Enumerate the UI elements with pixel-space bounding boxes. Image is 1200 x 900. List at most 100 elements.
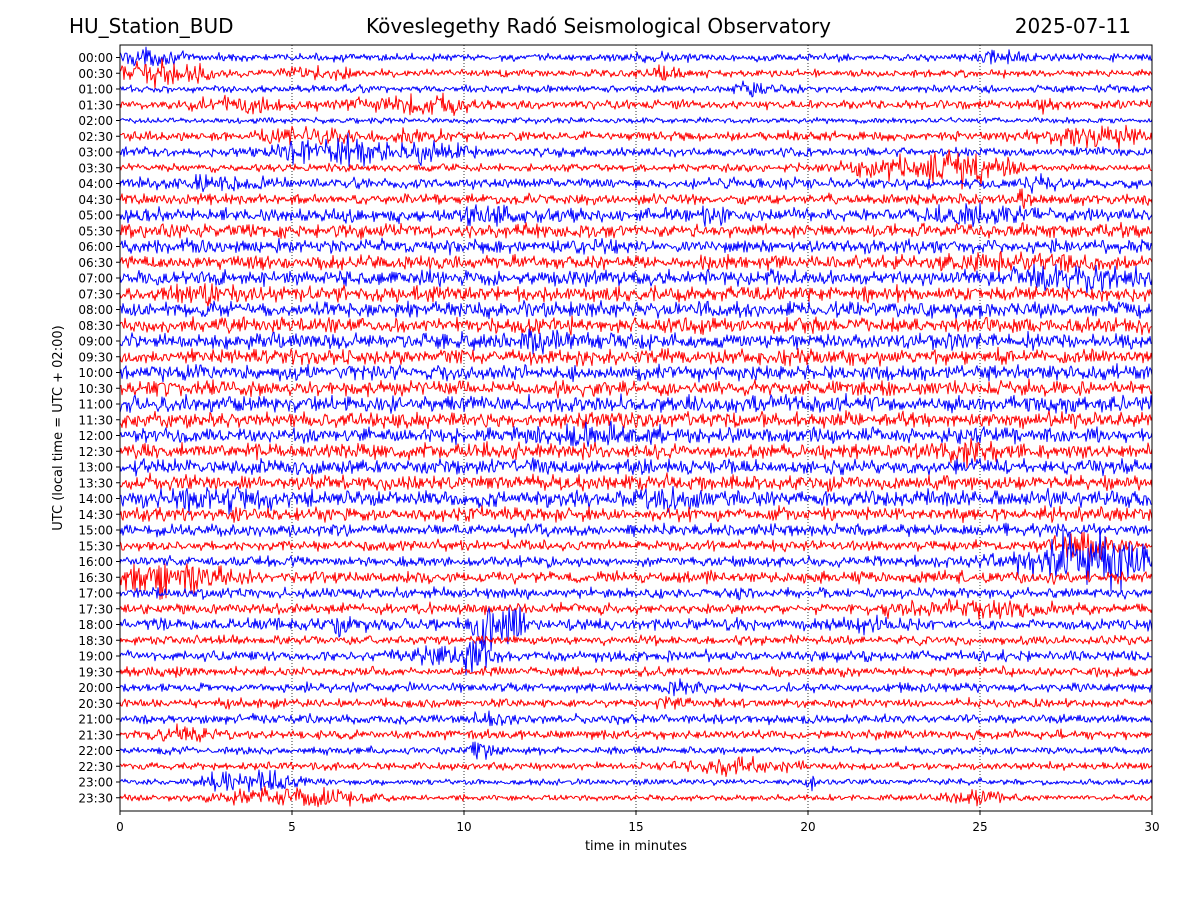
y-tick-label: 14:30 — [78, 508, 113, 522]
trace-2100 — [119, 710, 1153, 727]
y-tick-label: 16:30 — [78, 571, 113, 585]
trace-1730 — [119, 598, 1153, 620]
trace-1100 — [119, 393, 1153, 415]
y-tick-label: 17:00 — [78, 587, 113, 601]
trace-2230 — [119, 755, 1153, 778]
trace-2030 — [119, 695, 1153, 710]
y-tick-label: 14:00 — [78, 492, 113, 506]
trace-1300 — [119, 457, 1153, 477]
trace-0530 — [119, 221, 1153, 240]
x-tick-label: 0 — [116, 820, 124, 834]
trace-2130 — [119, 723, 1153, 743]
trace-0830 — [119, 315, 1153, 336]
y-tick-label: 07:00 — [78, 272, 113, 286]
y-tick-label: 04:30 — [78, 193, 113, 207]
y-tick-label: 10:30 — [78, 382, 113, 396]
trace-2200 — [119, 741, 1153, 760]
y-tick-label: 20:00 — [78, 681, 113, 695]
trace-1630 — [119, 563, 1153, 600]
trace-1430 — [119, 505, 1153, 524]
trace-0030 — [119, 58, 1153, 90]
y-tick-label: 19:30 — [78, 665, 113, 679]
trace-2330 — [119, 785, 1153, 808]
trace-1600 — [119, 526, 1153, 592]
y-tick-label: 06:30 — [78, 256, 113, 270]
x-tick-label: 30 — [1144, 820, 1159, 834]
trace-0330 — [119, 149, 1153, 190]
trace-0730 — [119, 283, 1153, 308]
trace-1700 — [119, 586, 1153, 601]
y-tick-label: 02:30 — [78, 130, 113, 144]
y-tick-label: 02:00 — [78, 114, 113, 128]
observatory-title: Köveslegethy Radó Seismological Observat… — [366, 14, 832, 38]
trace-1500 — [119, 522, 1153, 538]
trace-1230 — [119, 438, 1153, 469]
y-tick-label: 13:30 — [78, 476, 113, 490]
trace-1900 — [119, 640, 1153, 676]
trace-0430 — [119, 188, 1153, 210]
trace-1400 — [119, 486, 1153, 516]
y-tick-label: 23:30 — [78, 791, 113, 805]
trace-1200 — [119, 420, 1153, 447]
trace-2000 — [119, 678, 1153, 697]
x-tick-label: 25 — [972, 820, 987, 834]
y-tick-label: 10:00 — [78, 366, 113, 380]
y-tick-label: 06:00 — [78, 240, 113, 254]
y-tick-label: 13:00 — [78, 461, 113, 475]
trace-0600 — [119, 237, 1153, 256]
y-tick-label: 09:30 — [78, 350, 113, 364]
y-axis-label: UTC (local time = UTC + 02:00) — [51, 325, 66, 530]
y-tick-label: 23:00 — [78, 776, 113, 790]
y-tick-label: 22:00 — [78, 744, 113, 758]
trace-1130 — [119, 410, 1153, 430]
y-tick-label: 00:30 — [78, 67, 113, 81]
x-tick-label: 10 — [456, 820, 471, 834]
y-tick-label: 11:30 — [78, 413, 113, 427]
y-tick-label: 21:00 — [78, 713, 113, 727]
trace-0800 — [119, 300, 1153, 320]
trace-1530 — [119, 532, 1153, 563]
y-tick-label: 00:00 — [78, 51, 113, 65]
trace-0700 — [119, 263, 1153, 295]
record-date: 2025-07-11 — [1014, 14, 1131, 38]
trace-0630 — [119, 250, 1153, 276]
trace-1800 — [119, 606, 1153, 652]
y-tick-label: 03:30 — [78, 161, 113, 175]
trace-0500 — [119, 202, 1153, 227]
y-tick-label: 15:00 — [78, 524, 113, 538]
y-tick-label: 09:00 — [78, 335, 113, 349]
trace-0200 — [119, 116, 1153, 125]
y-tick-label: 07:30 — [78, 287, 113, 301]
trace-0000 — [119, 46, 1153, 67]
trace-1330 — [119, 472, 1153, 493]
trace-0100 — [119, 80, 1153, 98]
x-tick-label: 5 — [288, 820, 296, 834]
trace-group — [119, 46, 1153, 808]
trace-0130 — [119, 92, 1153, 117]
x-axis-label: time in minutes — [585, 839, 687, 854]
y-tick-label: 03:00 — [78, 146, 113, 160]
y-tick-label: 21:30 — [78, 728, 113, 742]
trace-1930 — [119, 665, 1153, 678]
y-tick-label: 17:30 — [78, 602, 113, 616]
y-tick-label: 01:30 — [78, 98, 113, 112]
trace-0230 — [119, 124, 1153, 151]
trace-1830 — [119, 634, 1153, 647]
trace-0300 — [119, 132, 1153, 167]
trace-1030 — [119, 378, 1153, 399]
trace-1000 — [119, 363, 1153, 383]
trace-0900 — [119, 328, 1153, 355]
x-tick-label: 15 — [628, 820, 643, 834]
x-tick-label: 20 — [800, 820, 815, 834]
y-tick-label: 20:30 — [78, 697, 113, 711]
y-tick-label: 19:00 — [78, 650, 113, 664]
y-tick-label: 12:30 — [78, 445, 113, 459]
y-tick-label: 04:00 — [78, 177, 113, 191]
y-tick-label: 08:30 — [78, 319, 113, 333]
y-tick-label: 11:00 — [78, 398, 113, 412]
y-tick-label: 01:00 — [78, 83, 113, 97]
trace-0400 — [119, 173, 1153, 194]
